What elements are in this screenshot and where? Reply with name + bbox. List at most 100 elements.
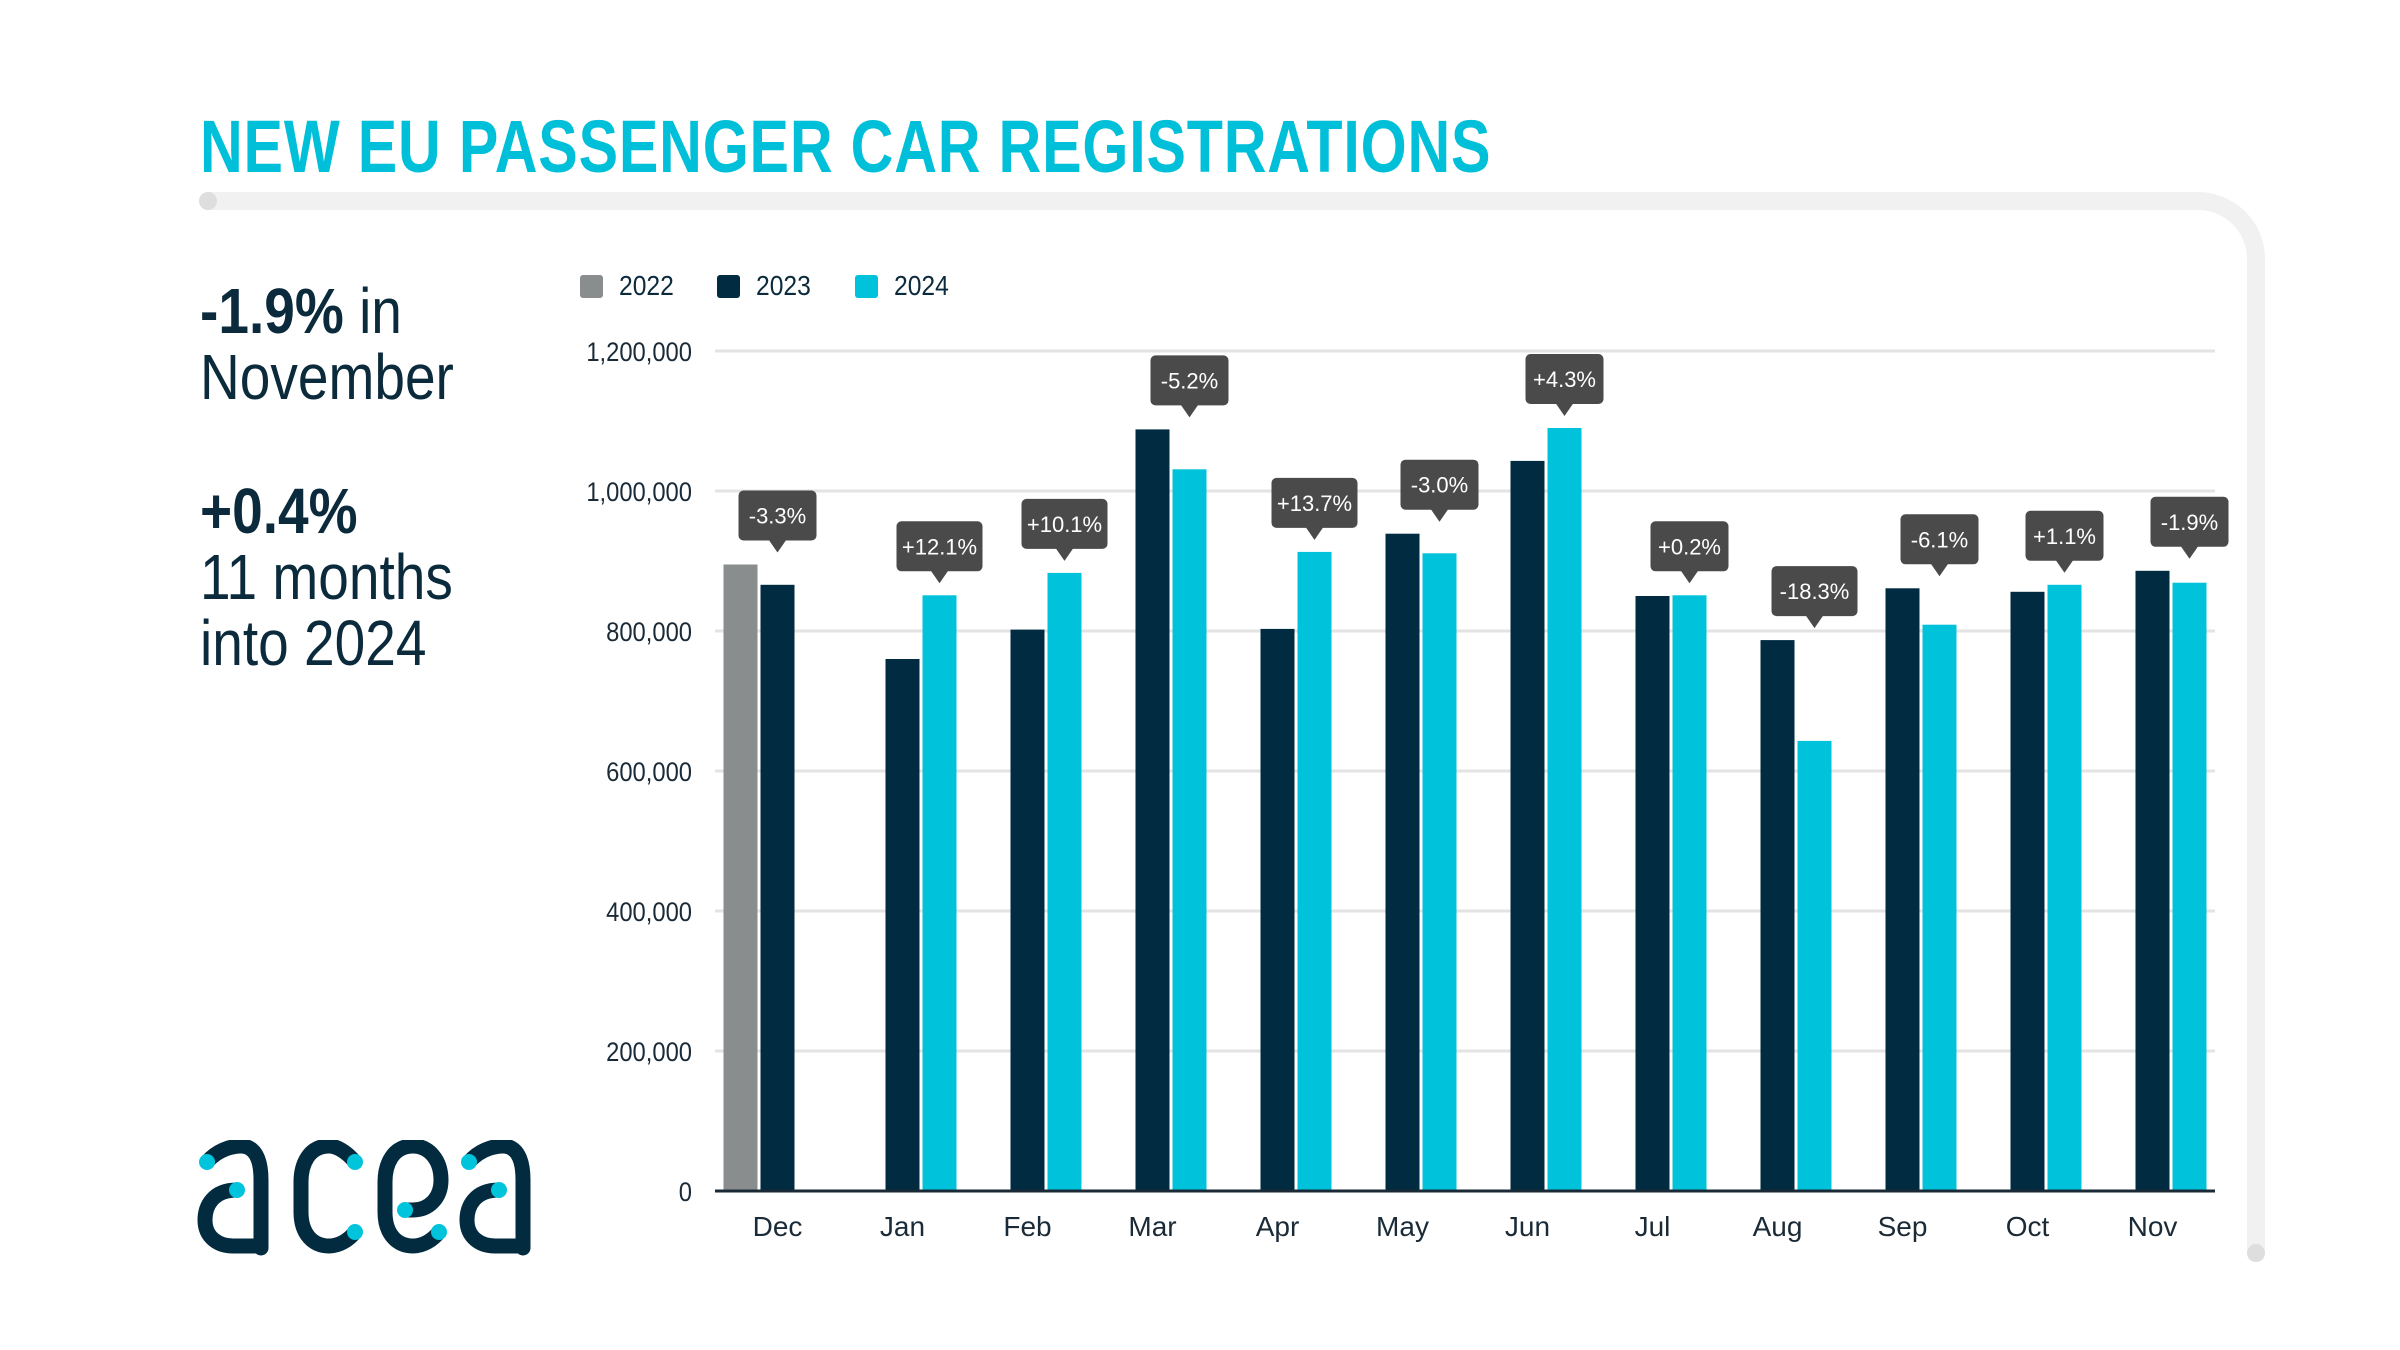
legend-swatch [854, 274, 878, 298]
bar-2024-oct [2047, 584, 2082, 1191]
acea-logo [197, 1140, 531, 1256]
x-tick-label: Nov [2128, 1211, 2178, 1242]
monthly-change-month: November [200, 341, 454, 413]
x-tick-label: Jun [1505, 1211, 1550, 1242]
bar-2023-nov [2135, 570, 2170, 1191]
callout-box [1525, 354, 1604, 404]
callout-box [2025, 510, 2104, 561]
callout-label: -18.3% [1780, 579, 1850, 604]
x-tick-label: Jan [880, 1211, 925, 1242]
x-tick-label: Aug [1753, 1211, 1803, 1242]
bar-2024-jun [1547, 428, 1582, 1191]
y-tick-label: 200,000 [606, 1038, 692, 1068]
callout-box [1271, 477, 1358, 528]
bar-2023-may [1385, 533, 1420, 1191]
callout-label: -3.3% [749, 504, 806, 529]
callout-pointer [1805, 615, 1824, 629]
y-tick-label: 400,000 [606, 898, 692, 928]
bar-2024-aug [1797, 740, 1832, 1191]
x-tick-label: Feb [1003, 1211, 1051, 1242]
callout-box [896, 521, 983, 572]
callout-box [1900, 514, 1979, 565]
callout-pointer [768, 539, 787, 553]
callout-pointer [2180, 545, 2199, 559]
callout-box [1771, 566, 1858, 617]
legend-label: 2024 [893, 270, 949, 301]
callout-pointer [930, 570, 949, 584]
callout-pointer [1305, 526, 1324, 540]
y-tick-label: 600,000 [606, 758, 692, 788]
y-tick-label: 0 [679, 1178, 692, 1208]
legend-swatch [717, 274, 741, 298]
legend-item-2022: 2022 [580, 270, 681, 302]
ytd-change-value: +0.4% [200, 475, 358, 547]
bar-2023-oct [2010, 591, 2045, 1191]
x-tick-label: Sep [1878, 1211, 1928, 1242]
bar-2023-sep [1885, 588, 1920, 1191]
callout-label: -1.9% [2161, 510, 2218, 535]
monthly-change: -1.9% in November [200, 278, 454, 410]
callout-pointer [1930, 563, 1949, 577]
legend-item-2023: 2023 [717, 270, 818, 302]
bar-2024-jul [1672, 595, 1707, 1191]
callout-label: +10.1% [1027, 512, 1102, 537]
bar-2024-mar [1172, 469, 1207, 1191]
x-tick-label: Apr [1256, 1211, 1300, 1242]
legend-item-2024: 2024 [854, 270, 956, 302]
bar-2023-jun [1510, 460, 1545, 1191]
ytd-line-2: into 2024 [200, 607, 427, 679]
y-tick-label: 800,000 [606, 618, 692, 648]
bar-2024-may [1422, 553, 1457, 1191]
bar-2023-feb [1010, 629, 1045, 1191]
callout-pointer [1680, 570, 1699, 584]
ytd-change: +0.4% 11 months into 2024 [200, 478, 453, 676]
callout-pointer [1430, 508, 1449, 522]
x-tick-label: Mar [1128, 1211, 1176, 1242]
callout-box [1150, 355, 1229, 406]
callout-label: +1.1% [2033, 524, 2096, 549]
page-title: NEW EU PASSENGER CAR REGISTRATIONS [200, 105, 1492, 188]
callout-label: -3.0% [1411, 473, 1468, 498]
callout-label: -5.2% [1161, 368, 1218, 393]
bar-2023-dec [760, 584, 795, 1191]
callout-label: -6.1% [1911, 527, 1968, 552]
x-tick-label: Dec [753, 1211, 803, 1242]
callout-label: +12.1% [902, 534, 977, 559]
callout-pointer [2055, 559, 2074, 573]
bar-2023-apr [1260, 628, 1295, 1191]
callout-pointer [1555, 403, 1574, 416]
callout-pointer [1180, 404, 1199, 418]
x-tick-label: Oct [2006, 1211, 2050, 1242]
bar-2023-mar [1135, 429, 1170, 1191]
bar-2023-jul [1635, 596, 1670, 1191]
legend-label: 2022 [619, 270, 674, 301]
monthly-change-in: in [359, 275, 402, 347]
bar-2024-apr [1297, 551, 1332, 1191]
bar-2023-aug [1760, 640, 1795, 1191]
callout-box [2150, 496, 2229, 547]
bar-2022-dec [723, 564, 758, 1191]
ytd-line-1: 11 months [200, 541, 453, 613]
callout-label: +4.3% [1533, 367, 1596, 392]
bar-2024-jan [922, 595, 957, 1191]
callout-box [738, 490, 817, 541]
bar-2024-nov [2172, 582, 2207, 1191]
chart-legend: 2022 2023 2024 [580, 270, 992, 302]
legend-swatch [580, 274, 603, 298]
x-tick-label: Jul [1635, 1211, 1671, 1242]
callout-label: +0.2% [1658, 534, 1721, 559]
monthly-change-value: -1.9% [200, 275, 344, 347]
callout-box [1400, 459, 1479, 510]
bar-2024-feb [1047, 572, 1082, 1191]
bar-2023-jan [885, 659, 920, 1191]
callout-box [1021, 498, 1108, 549]
x-tick-label: May [1376, 1211, 1429, 1242]
legend-label: 2023 [756, 270, 812, 301]
callout-pointer [1055, 547, 1074, 561]
bar-2024-sep [1922, 624, 1957, 1191]
y-tick-label: 1,000,000 [586, 478, 692, 508]
callout-box [1650, 521, 1729, 572]
callout-label: +13.7% [1277, 491, 1352, 516]
